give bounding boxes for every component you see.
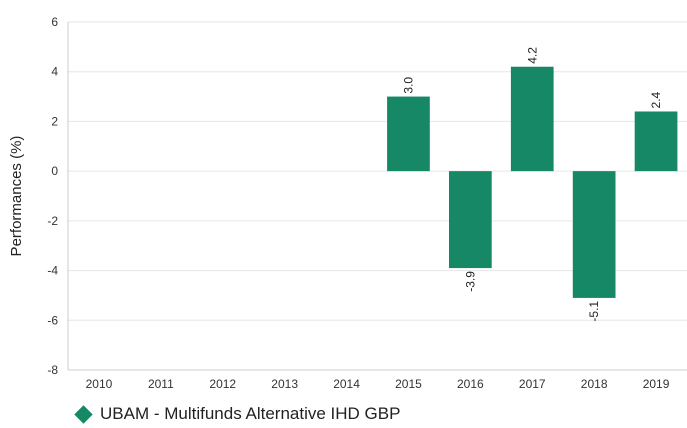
- bar-chart: 6 4 2 0 -2 -4 -6 -8 Performances (%) 2010 2011 2012…: [8, 15, 687, 391]
- legend-diamond-icon: [74, 404, 93, 424]
- x-tick-label: 2012: [209, 377, 236, 391]
- x-tick-label: 2013: [271, 377, 298, 391]
- bar: [448, 171, 492, 269]
- y-tick-label: -8: [47, 363, 58, 377]
- y-tick-label: 4: [51, 65, 58, 79]
- x-tick-label: 2011: [148, 377, 174, 391]
- bar: [387, 96, 430, 172]
- y-tick-label: 0: [51, 164, 58, 178]
- y-tick-label: -6: [47, 313, 58, 327]
- bar: [634, 111, 678, 172]
- bar: [510, 66, 554, 172]
- x-tick-label: 2015: [395, 377, 422, 391]
- data-label: 3.0: [401, 77, 415, 94]
- y-axis-title: Performances (%): [8, 136, 25, 257]
- bar: [572, 171, 616, 298]
- legend-label: UBAM - Multifunds Alternative IHD GBP: [100, 404, 401, 423]
- legend: UBAM - Multifunds Alternative IHD GBP: [73, 404, 400, 424]
- x-tick-label: 2017: [519, 377, 546, 391]
- x-tick-label: 2018: [581, 377, 608, 391]
- x-tick-label: 2016: [457, 377, 484, 391]
- x-tick-label: 2010: [86, 377, 113, 391]
- data-label: -3.9: [463, 271, 477, 292]
- data-label: -5.1: [587, 301, 601, 322]
- y-tick-label: 6: [51, 15, 58, 29]
- data-label: 4.2: [525, 47, 539, 64]
- x-tick-label: 2014: [333, 377, 360, 391]
- y-tick-label: -2: [47, 214, 58, 228]
- y-tick-label: -4: [47, 264, 58, 278]
- x-tick-label: 2019: [643, 377, 670, 391]
- y-tick-label: 2: [51, 114, 58, 128]
- data-label: 2.4: [649, 91, 663, 108]
